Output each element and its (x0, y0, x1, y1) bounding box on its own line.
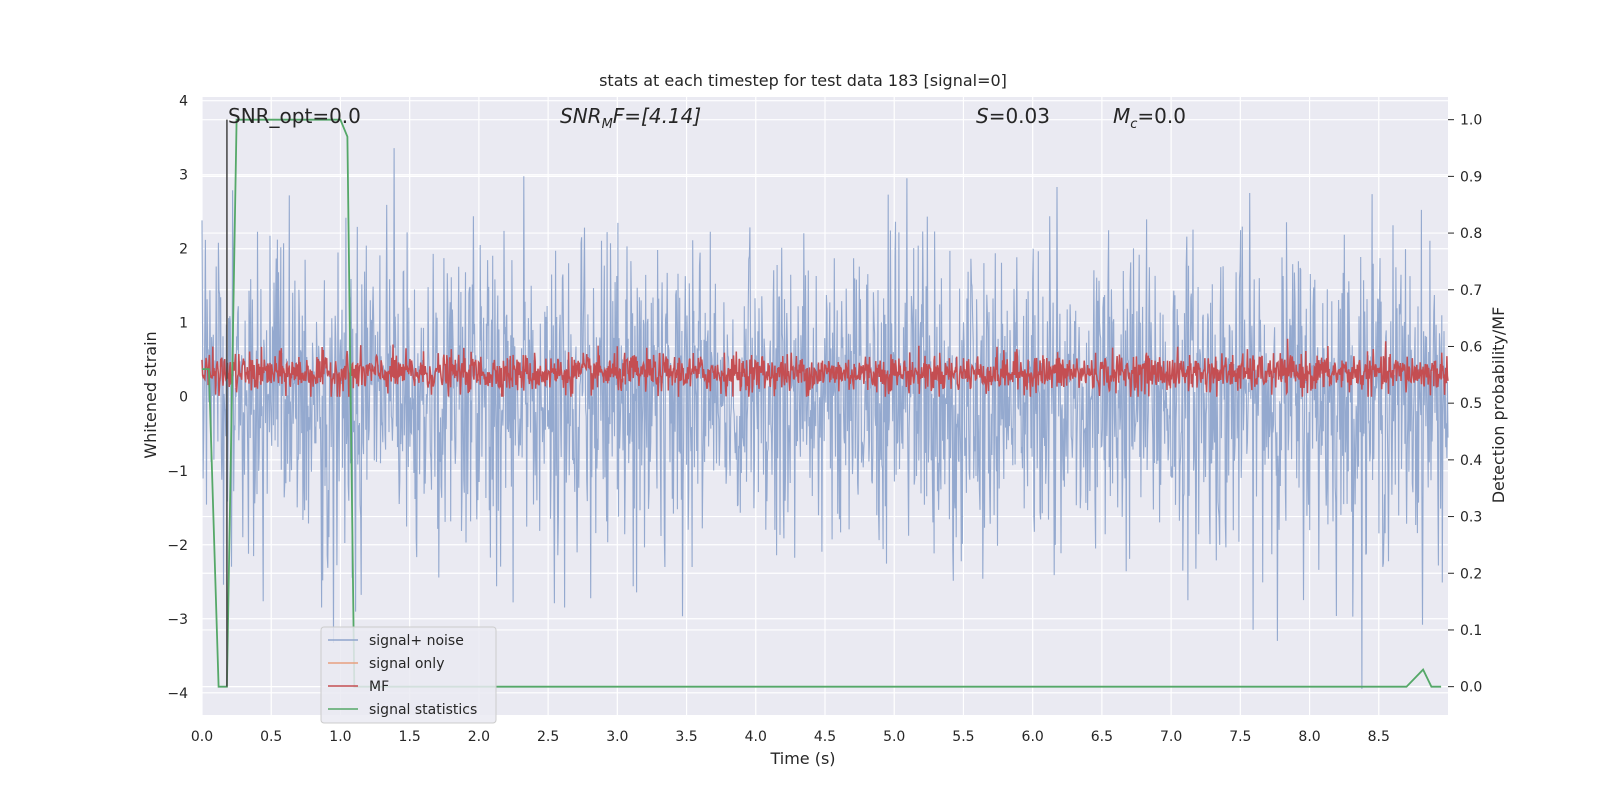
series-signal-noise (201, 148, 1449, 689)
y-axis-right-ticks: 1.0 0.9 0.8 0.7 0.6 0.5 0.4 0.3 0.2 0.1 0.0 (1448, 113, 1482, 696)
line-signal-noise (201, 148, 1449, 689)
line-signal-statistics (202, 118, 1442, 688)
y-right-tick-label: 0.2 (1460, 566, 1482, 582)
plot-area (201, 118, 1449, 689)
x-tick-label: 4.5 (814, 729, 836, 745)
x-tick-label: 1.5 (399, 729, 421, 745)
legend-box (320, 626, 497, 724)
x-tick-label: 1.0 (329, 729, 351, 745)
y-right-tick-label: 0.3 (1460, 510, 1482, 526)
y-right-tick-label: 0.0 (1460, 680, 1482, 696)
y-right-tick-label: 0.5 (1460, 396, 1482, 412)
line-mf (201, 338, 1449, 397)
y-axis-title: Whitened strain (141, 331, 160, 458)
x-tick-label: 6.0 (1022, 729, 1044, 745)
x-tick-label: 7.0 (1160, 729, 1182, 745)
y-left-tick-label: 4 (179, 94, 188, 110)
legend: signal+ noise signal only MF signal stat… (320, 626, 497, 724)
x-axis-ticks: 0.0 0.5 1.0 1.5 2.0 2.5 3.0 3.5 4.0 4.5 5.0 5.5 6.0 6… (191, 729, 1390, 745)
x-tick-label: 8.5 (1368, 729, 1390, 745)
y-left-tick-label: −2 (167, 538, 188, 554)
chart-title: stats at each timestep for test data 183… (599, 71, 1007, 90)
y-right-tick-label: 0.1 (1460, 623, 1482, 639)
y-left-tick-label: −4 (167, 686, 188, 702)
x-tick-label: 5.5 (952, 729, 974, 745)
y-axis-left-ticks: 4 3 2 1 0 −1 −2 −3 −4 (167, 94, 188, 702)
y-right-tick-label: 0.4 (1460, 453, 1482, 469)
legend-label: signal only (369, 656, 444, 672)
legend-label: MF (369, 679, 389, 695)
y-left-tick-label: 0 (179, 390, 188, 406)
x-tick-label: 0.5 (260, 729, 282, 745)
legend-label: signal statistics (369, 702, 477, 718)
series-mf (201, 338, 1449, 397)
x-tick-label: 5.0 (883, 729, 905, 745)
legend-label: signal+ noise (369, 633, 464, 649)
y-left-tick-label: −3 (167, 612, 188, 628)
annotation-mc: Mc=0.0 (1113, 104, 1186, 132)
y-right-tick-label: 1.0 (1460, 113, 1482, 129)
y-right-tick-label: 0.9 (1460, 169, 1482, 185)
x-tick-label: 8.0 (1298, 729, 1320, 745)
y-right-tick-label: 0.6 (1460, 339, 1482, 355)
legend-item-signal-statistics: signal statistics (328, 702, 477, 718)
x-tick-label: 4.0 (745, 729, 767, 745)
series-signal-statistics (202, 118, 1442, 688)
x-tick-label: 2.5 (537, 729, 559, 745)
y-left-tick-label: 1 (179, 316, 188, 332)
y-right-tick-label: 0.8 (1460, 226, 1482, 242)
x-tick-label: 2.0 (468, 729, 490, 745)
legend-item-mf: MF (328, 679, 389, 695)
legend-item-signal-only: signal only (328, 656, 444, 672)
y-left-tick-label: −1 (167, 464, 188, 480)
y-left-tick-label: 3 (179, 168, 188, 184)
annotation-snr-mf: SNRMF=[4.14] (560, 104, 701, 132)
x-tick-label: 3.0 (606, 729, 628, 745)
annotation-s: S=0.03 (976, 104, 1050, 128)
y-axis-right-title: Detection probability/MF (1489, 307, 1508, 504)
grid (201, 97, 1448, 715)
x-axis-title: Time (s) (769, 749, 835, 768)
y-left-tick-label: 2 (179, 242, 188, 258)
x-tick-label: 3.5 (675, 729, 697, 745)
x-tick-label: 0.0 (191, 729, 213, 745)
y-right-tick-label: 0.7 (1460, 283, 1482, 299)
x-tick-label: 7.5 (1229, 729, 1251, 745)
annotation-snr-opt: SNR_opt=0.0 (228, 104, 361, 128)
x-tick-label: 6.5 (1091, 729, 1113, 745)
legend-item-signal-noise: signal+ noise (328, 633, 464, 649)
